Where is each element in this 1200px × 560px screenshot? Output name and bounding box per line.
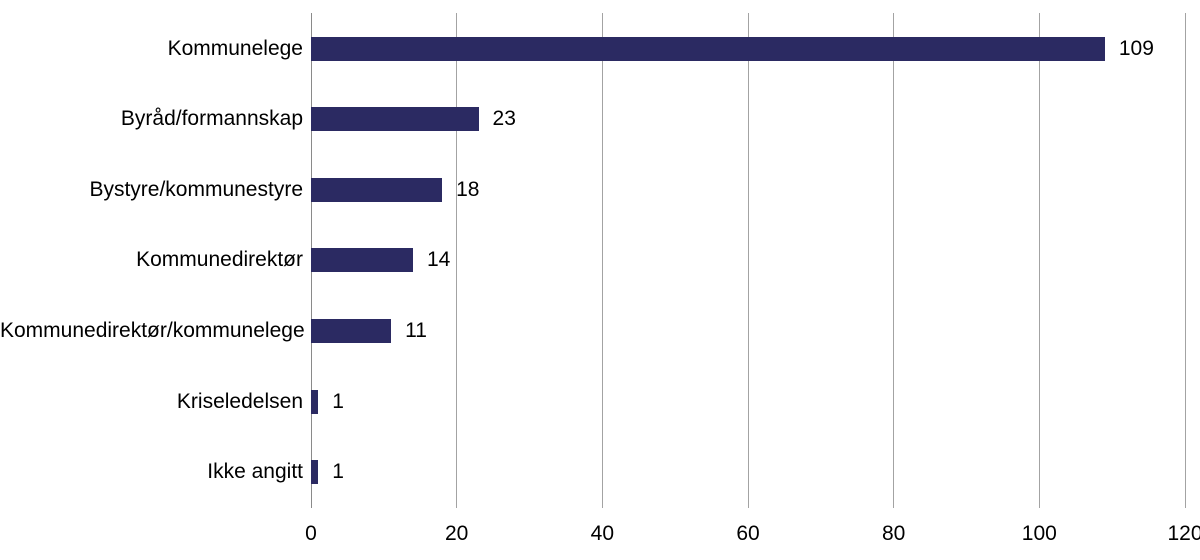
bar-value-label: 1 xyxy=(332,389,344,413)
x-tick-label: 80 xyxy=(881,522,906,545)
bar-value-label: 109 xyxy=(1118,36,1154,60)
category-label: Kriseledelsen xyxy=(176,389,303,413)
bar-value-label: 1 xyxy=(332,460,344,484)
x-tick-label: 0 xyxy=(305,522,317,545)
bar-value-label: 14 xyxy=(426,248,451,272)
bar-value-label: 18 xyxy=(456,177,480,201)
category-label: Kommunedirektør/kommunelege xyxy=(0,318,305,342)
category-label: Byråd/formannskap xyxy=(120,107,303,131)
x-tick-label: 100 xyxy=(1021,522,1057,545)
bar xyxy=(311,177,443,202)
x-tick-label: 40 xyxy=(590,522,614,545)
gridline xyxy=(1038,13,1040,508)
category-label: Ikke angitt xyxy=(207,460,303,484)
gridline xyxy=(456,13,458,508)
x-tick-label: 120 xyxy=(1167,522,1200,545)
gridline xyxy=(893,13,895,508)
bar xyxy=(311,318,392,343)
category-label: Kommunedirektør xyxy=(136,248,303,272)
bar xyxy=(311,248,413,273)
bar-value-label: 23 xyxy=(492,107,516,131)
gridline xyxy=(747,13,749,508)
bar-value-label: 11 xyxy=(405,318,427,342)
x-tick-label: 60 xyxy=(736,522,760,545)
bar xyxy=(311,107,479,132)
bar xyxy=(311,460,319,485)
x-tick-label: 20 xyxy=(444,522,469,545)
gridline xyxy=(601,13,603,508)
category-label: Kommunelege xyxy=(167,36,303,60)
gridline xyxy=(1184,13,1186,508)
bar xyxy=(311,389,319,414)
category-label: Bystyre/kommunestyre xyxy=(89,177,303,201)
bar xyxy=(311,36,1105,61)
